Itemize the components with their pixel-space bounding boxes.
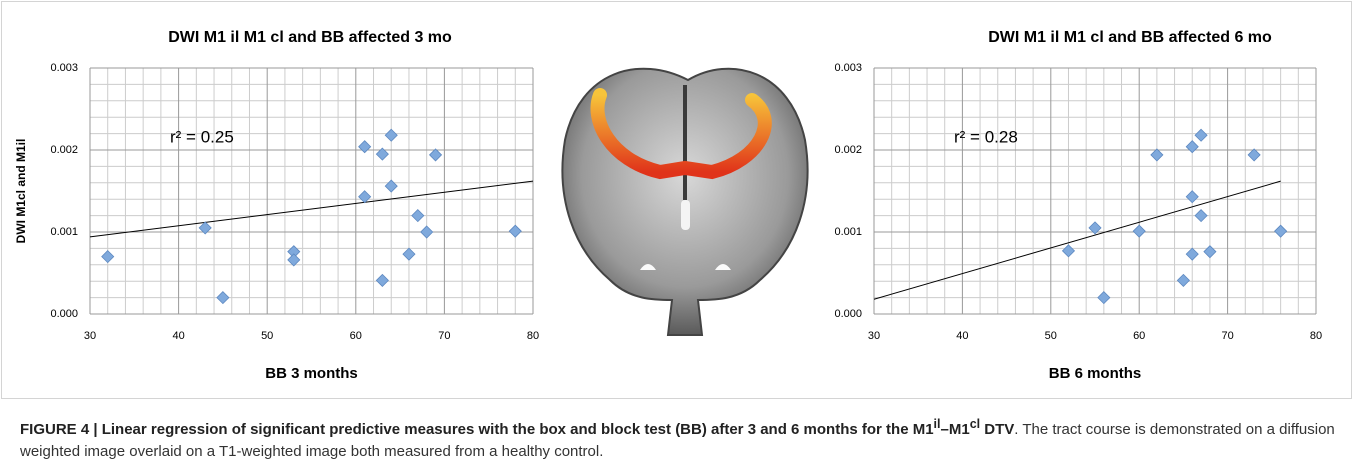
data-point	[1186, 191, 1198, 203]
caption-text: FIGURE 4 | Linear regression of signific…	[20, 421, 934, 438]
data-point	[1275, 225, 1287, 237]
data-point	[1186, 141, 1198, 153]
x-axis-label: BB 3 months	[265, 365, 358, 382]
data-point	[421, 226, 433, 238]
data-point	[1195, 210, 1207, 222]
x-tick-label: 60	[350, 330, 362, 342]
data-point	[1177, 274, 1189, 286]
caption: FIGURE 4 | Linear regression of signific…	[20, 413, 1340, 463]
data-point	[1098, 292, 1110, 304]
caption-text: DTV	[980, 421, 1014, 438]
x-tick-label: 30	[84, 330, 96, 342]
x-tick-label: 50	[1045, 330, 1057, 342]
x-tick-label: 30	[868, 330, 880, 342]
data-point	[359, 191, 371, 203]
data-point	[102, 251, 114, 263]
x-tick-label: 50	[261, 330, 273, 342]
data-point	[288, 254, 300, 266]
brain-image	[562, 69, 807, 335]
x-tick-label: 60	[1133, 330, 1145, 342]
y-tick-label: 0.002	[834, 144, 862, 156]
data-point	[376, 274, 388, 286]
data-point	[385, 129, 397, 141]
y-tick-label: 0.001	[834, 226, 862, 238]
x-tick-label: 70	[438, 330, 450, 342]
caption-sup: cl	[970, 417, 980, 431]
data-point	[430, 149, 442, 161]
data-point	[1195, 129, 1207, 141]
x-tick-label: 70	[1221, 330, 1233, 342]
y-axis-label: DWI M1cl and M1il	[14, 139, 28, 244]
data-point	[385, 180, 397, 192]
y-tick-label: 0.003	[50, 62, 78, 74]
data-point	[1186, 248, 1198, 260]
data-point	[403, 248, 415, 260]
x-axis-label: BB 6 months	[1049, 365, 1142, 382]
data-point	[1248, 149, 1260, 161]
caption-sup: il	[934, 417, 941, 431]
caption-text: –M1	[941, 421, 970, 438]
y-tick-label: 0.003	[834, 62, 862, 74]
chart-title: DWI M1 il M1 cl and BB affected 6 mo	[988, 29, 1272, 46]
chart-title: DWI M1 il M1 cl and BB affected 3 mo	[168, 29, 452, 46]
x-tick-label: 80	[1310, 330, 1322, 342]
data-point	[1133, 225, 1145, 237]
y-tick-label: 0.002	[50, 144, 78, 156]
data-point	[1204, 246, 1216, 258]
annotation: r² = 0.25	[170, 127, 234, 146]
data-point	[1151, 149, 1163, 161]
trend-line	[90, 181, 533, 237]
page: 30 40 50 60 70 80 0.000 0.001 0.002 0.003 DWI M1 i…	[0, 0, 1355, 473]
data-point	[412, 210, 424, 222]
annotation: r² = 0.28	[954, 127, 1018, 146]
figure: 30 40 50 60 70 80 0.000 0.001 0.002 0.003 DWI M1 i…	[0, 0, 1355, 400]
y-tick-label: 0.001	[50, 226, 78, 238]
x-tick-label: 40	[172, 330, 184, 342]
y-tick-label: 0.000	[50, 308, 78, 320]
caption-bold: FIGURE 4 | Linear regression of signific…	[20, 421, 1014, 438]
y-tick-label: 0.000	[834, 308, 862, 320]
data-point	[359, 141, 371, 153]
data-point	[1062, 245, 1074, 257]
data-point	[217, 292, 229, 304]
data-point	[509, 225, 521, 237]
x-tick-label: 80	[527, 330, 539, 342]
x-tick-label: 40	[956, 330, 968, 342]
